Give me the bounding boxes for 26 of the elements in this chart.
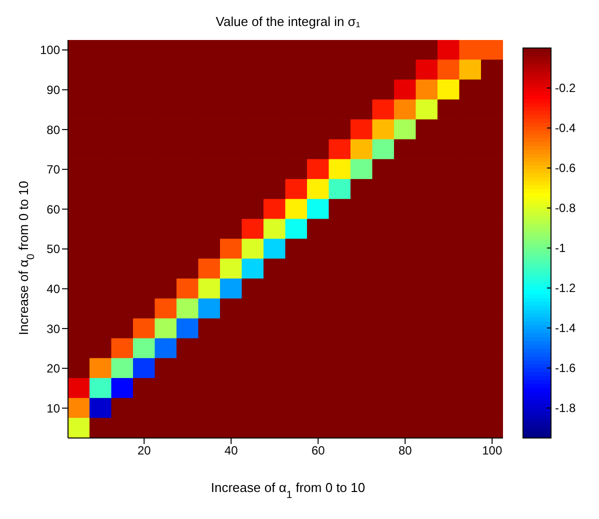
chart-title: Value of the integral in σ₁ (216, 14, 361, 29)
color-bar-label: -1.4 (555, 321, 576, 335)
x-tick-label: 100 (482, 444, 502, 458)
x-tick-label: 80 (398, 444, 412, 458)
y-tick-label: 20 (46, 362, 60, 376)
y-tick-label: 90 (46, 83, 60, 98)
color-bar-label: -1.8 (555, 401, 576, 415)
y-tick-label: 60 (46, 202, 60, 216)
y-tick-label: 70 (46, 162, 60, 177)
y-tick-label: 50 (46, 242, 60, 256)
color-bar-label: -0.2 (555, 81, 576, 95)
y-tick-label: 40 (46, 282, 60, 296)
y-tick-label: 100 (40, 43, 60, 58)
color-bar-label: -0.8 (555, 201, 576, 215)
color-bar-label: -0.6 (555, 161, 576, 175)
color-bar-label: -1 (555, 241, 566, 255)
y-tick-label: 80 (46, 122, 60, 137)
x-tick-label: 60 (311, 444, 326, 458)
y-tick-label: 30 (46, 322, 60, 336)
x-axis-title: Increase of α$_{1}$ from 0 to 10 (210, 480, 366, 500)
x-tick-label: 20 (137, 444, 152, 458)
color-bar-label: -0.4 (555, 121, 576, 135)
color-bar-label: -1.2 (555, 281, 576, 295)
color-bar-label: -1.6 (555, 361, 576, 375)
x-tick-label: 40 (224, 444, 238, 458)
y-tick-label: 10 (46, 401, 60, 416)
